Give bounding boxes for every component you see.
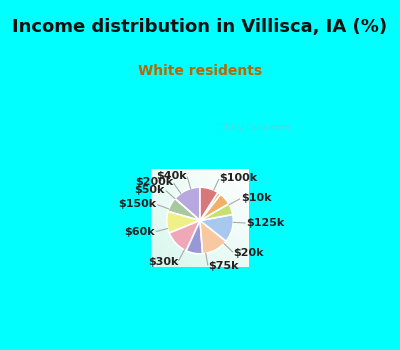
Text: $20k: $20k xyxy=(234,248,264,258)
Text: $100k: $100k xyxy=(219,173,257,183)
Text: $60k: $60k xyxy=(124,227,155,237)
Wedge shape xyxy=(175,187,200,220)
Text: $50k: $50k xyxy=(134,185,165,195)
Wedge shape xyxy=(167,211,200,233)
Text: $10k: $10k xyxy=(241,193,272,203)
Wedge shape xyxy=(200,204,233,220)
Wedge shape xyxy=(200,215,233,241)
Text: Income distribution in Villisca, IA (%): Income distribution in Villisca, IA (%) xyxy=(12,19,388,36)
Wedge shape xyxy=(186,220,203,254)
Text: $150k: $150k xyxy=(118,199,156,209)
Wedge shape xyxy=(200,187,218,220)
Wedge shape xyxy=(200,194,229,220)
Text: $125k: $125k xyxy=(246,218,285,228)
Text: $40k: $40k xyxy=(156,171,187,181)
Wedge shape xyxy=(200,193,220,220)
Text: $75k: $75k xyxy=(208,261,238,271)
Text: White residents: White residents xyxy=(138,64,262,78)
Wedge shape xyxy=(200,220,226,254)
Wedge shape xyxy=(168,198,200,220)
Text: ⓘ City-Data.com: ⓘ City-Data.com xyxy=(218,123,290,132)
Text: $200k: $200k xyxy=(135,177,173,188)
Wedge shape xyxy=(169,220,200,251)
Text: $30k: $30k xyxy=(148,257,178,267)
